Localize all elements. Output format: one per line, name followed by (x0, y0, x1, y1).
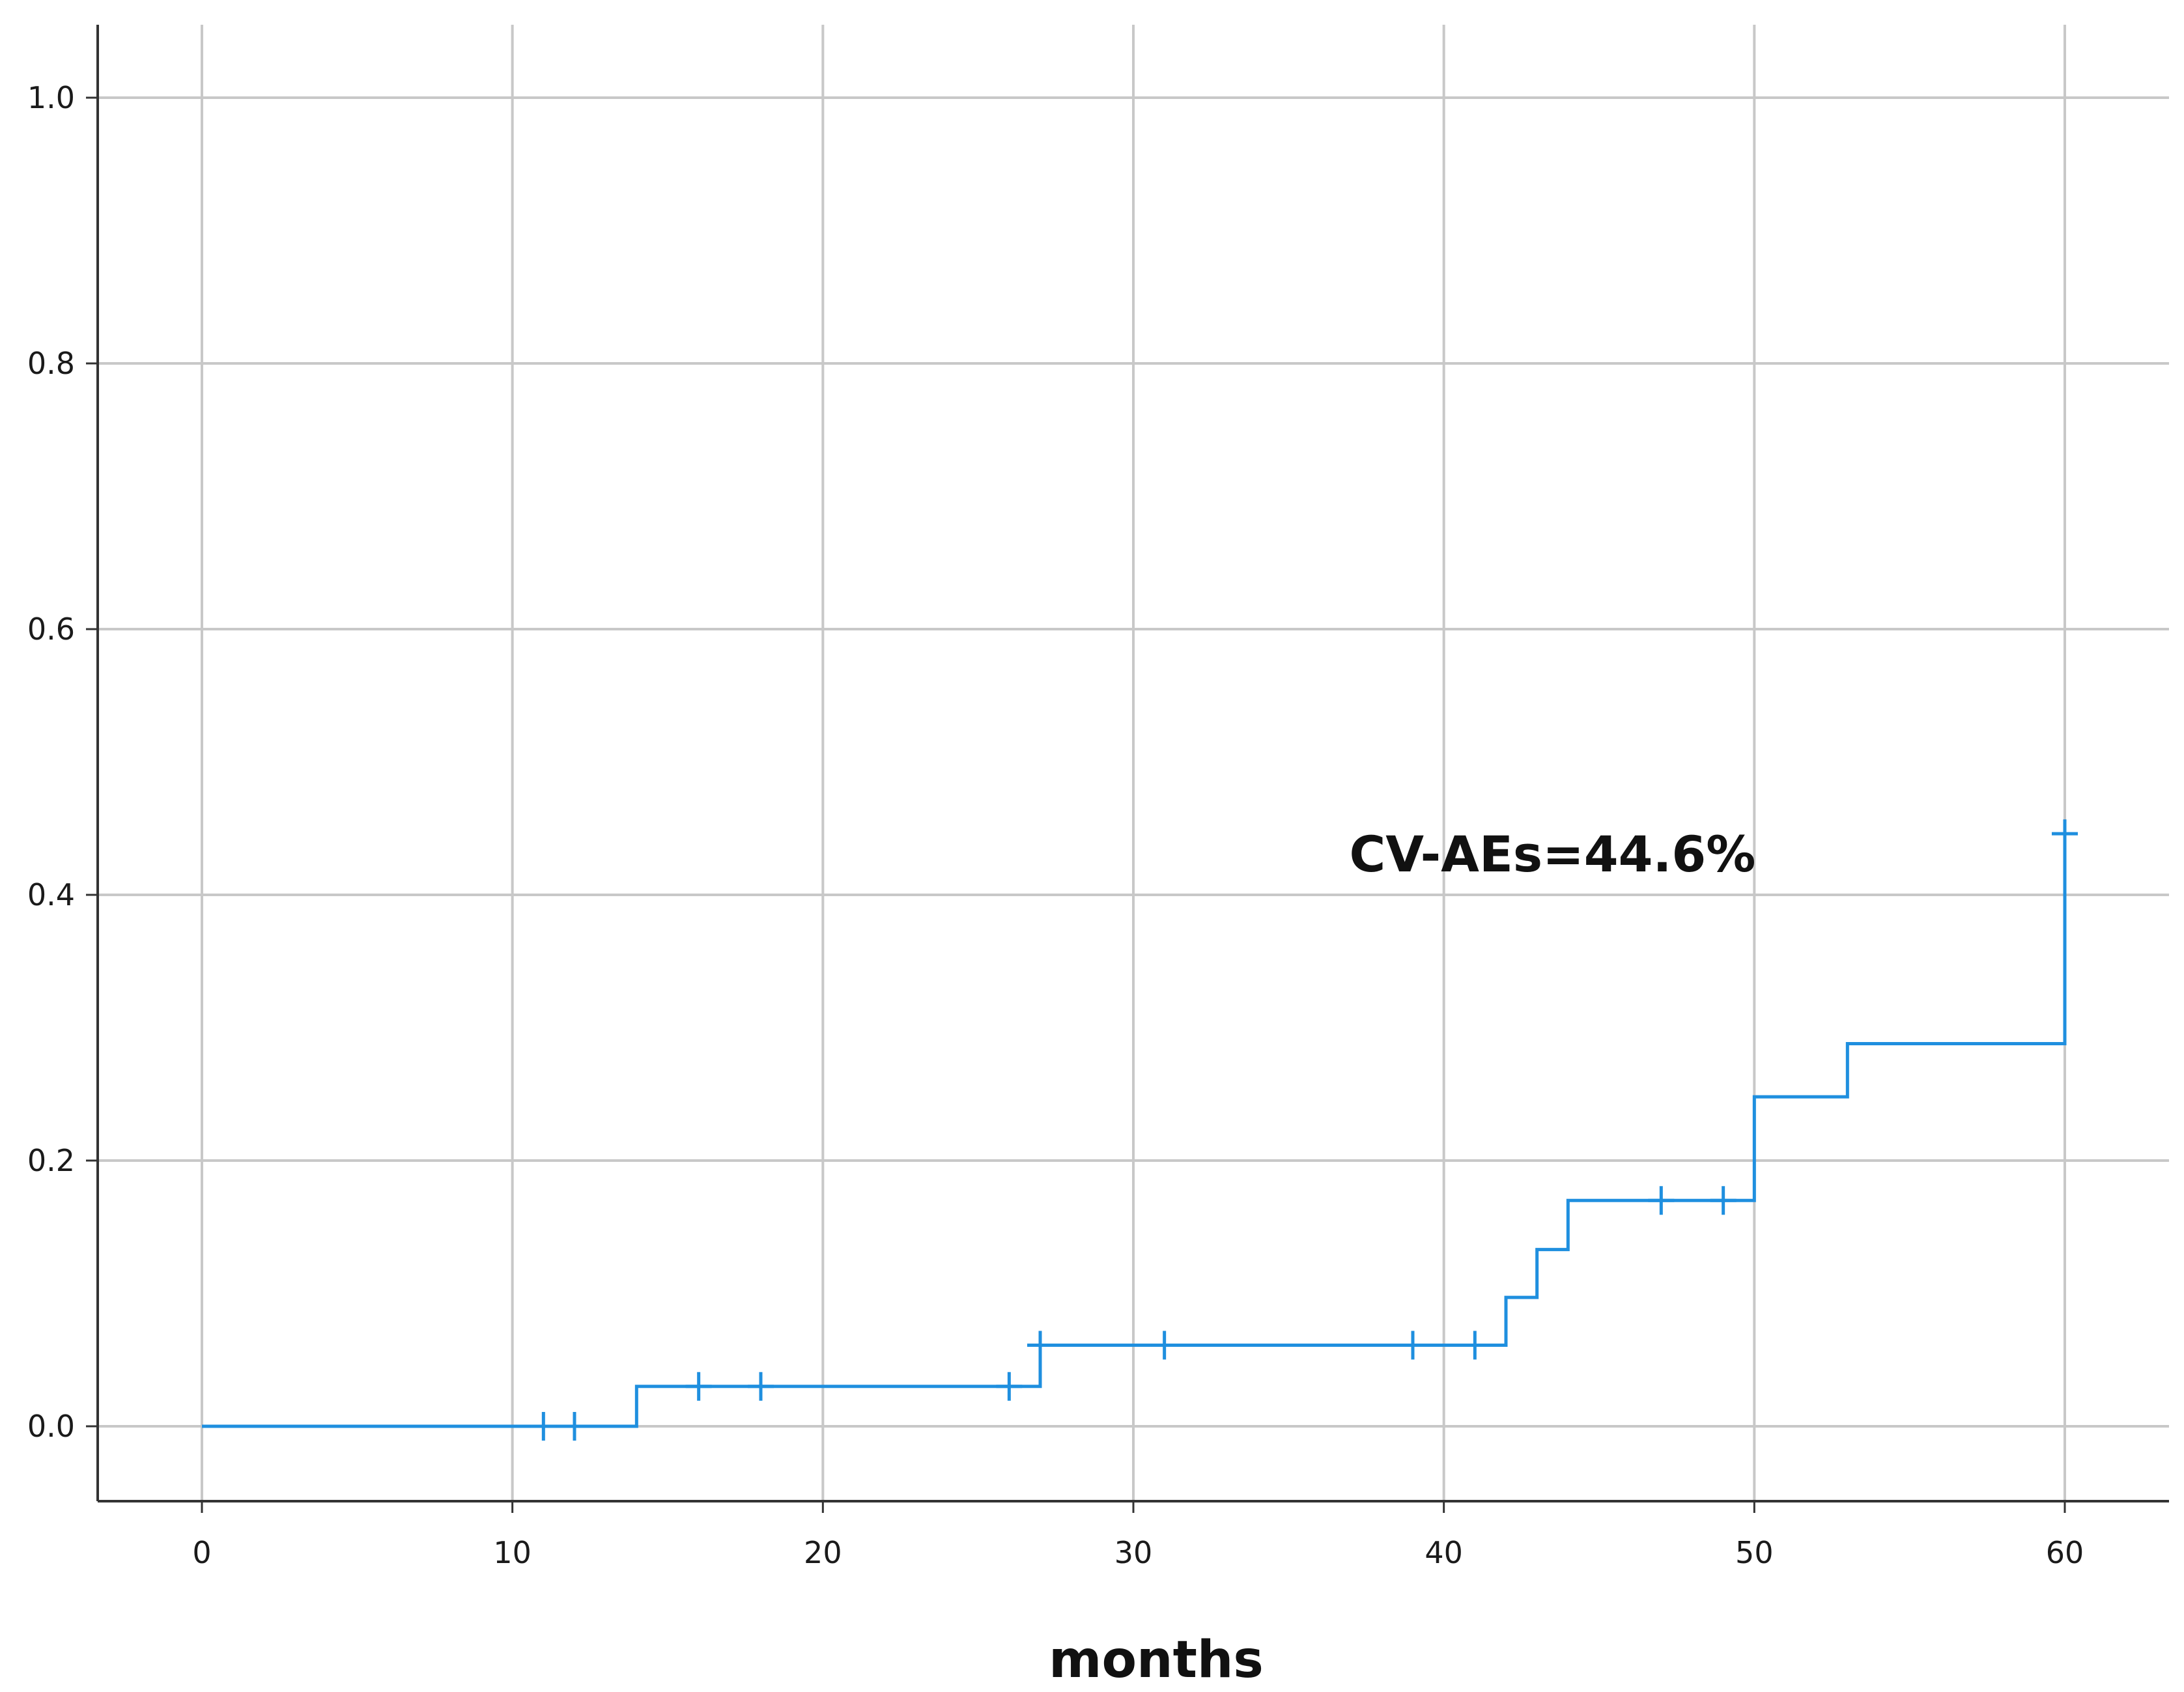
x-axis-label: months (1049, 1631, 1264, 1689)
x-tick-label: 60 (2046, 1535, 2084, 1570)
y-tick-label: 1.0 (27, 80, 75, 115)
y-tick-label: 0.0 (27, 1409, 75, 1444)
x-tick-label: 30 (1114, 1535, 1153, 1570)
censor-mark (1648, 1186, 1675, 1215)
censor-mark (2052, 819, 2078, 849)
y-tick-label: 0.4 (27, 877, 75, 912)
censor-mark (1400, 1331, 1426, 1360)
censor-mark (561, 1412, 588, 1441)
km-series (202, 819, 2078, 1441)
x-tick-label: 40 (1425, 1535, 1463, 1570)
y-tick-label: 0.6 (27, 612, 75, 647)
axes (86, 25, 2169, 1513)
x-tick-label: 0 (192, 1535, 211, 1570)
censor-mark (1151, 1331, 1178, 1360)
cv-aes-annotation: CV-AEs=44.6% (1350, 825, 1756, 883)
x-tick-label: 50 (1735, 1535, 1774, 1570)
x-tick-label: 10 (493, 1535, 532, 1570)
km-step-line (202, 834, 2067, 1428)
y-tick-label: 0.8 (27, 346, 75, 381)
x-tick-label: 20 (804, 1535, 842, 1570)
censor-mark (530, 1412, 557, 1441)
censor-mark (748, 1372, 774, 1401)
censor-mark (1710, 1186, 1737, 1215)
grid (98, 25, 2169, 1501)
censor-mark (1462, 1331, 1488, 1360)
censor-mark (996, 1372, 1023, 1401)
censor-mark (1027, 1331, 1053, 1360)
censor-mark (685, 1372, 712, 1401)
tick-labels: 0 10 20 30 40 50 60 0.0 0.2 0.4 0.6 0.8 1.0 (27, 80, 2084, 1570)
y-tick-label: 0.2 (27, 1143, 75, 1178)
